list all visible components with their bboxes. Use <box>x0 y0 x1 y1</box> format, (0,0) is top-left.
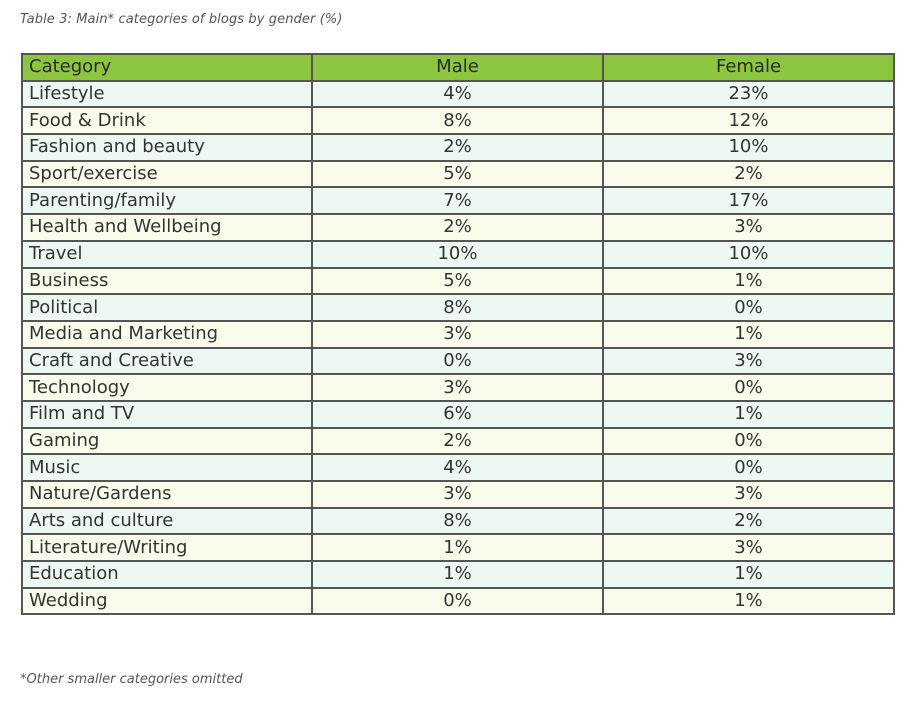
category-cell: Business <box>21 266 313 296</box>
male-cell: 0% <box>311 586 604 616</box>
male-cell: 3% <box>311 319 604 349</box>
category-cell: Nature/Gardens <box>21 480 313 509</box>
column-header-female: Female <box>602 53 895 82</box>
blog-categories-table: Category Male Female Lifestyle 4% 23% Food … <box>21 53 895 616</box>
female-cell: 1% <box>602 560 895 589</box>
column-header-category: Category <box>21 53 313 82</box>
table-row: Food & Drink 8% 12% <box>21 106 895 136</box>
table-header-row: Category Male Female <box>21 53 895 82</box>
male-cell: 8% <box>311 293 604 322</box>
category-cell: Food & Drink <box>21 106 313 136</box>
category-cell: Political <box>21 293 313 322</box>
category-cell: Parenting/family <box>21 186 313 216</box>
male-cell: 1% <box>311 560 604 589</box>
table-row: Health and Wellbeing 2% 3% <box>21 213 895 242</box>
category-cell: Wedding <box>21 586 313 616</box>
male-cell: 1% <box>311 533 604 563</box>
column-header-male: Male <box>311 53 604 82</box>
female-cell: 1% <box>602 586 895 616</box>
male-cell: 4% <box>311 79 604 109</box>
male-cell: 2% <box>311 426 604 456</box>
female-cell: 12% <box>602 106 895 136</box>
male-cell: 6% <box>311 399 604 429</box>
female-cell: 0% <box>602 426 895 456</box>
table-row: Craft and Creative 0% 3% <box>21 346 895 376</box>
female-cell: 23% <box>602 79 895 109</box>
female-cell: 2% <box>602 159 895 189</box>
table-row: Education 1% 1% <box>21 560 895 589</box>
female-cell: 1% <box>602 399 895 429</box>
category-cell: Sport/exercise <box>21 159 313 189</box>
table-row: Arts and culture 8% 2% <box>21 506 895 536</box>
category-cell: Technology <box>21 373 313 402</box>
category-cell: Music <box>21 453 313 482</box>
table-row: Literature/Writing 1% 3% <box>21 533 895 563</box>
table-row: Gaming 2% 0% <box>21 426 895 456</box>
table-row: Wedding 0% 1% <box>21 586 895 616</box>
female-cell: 1% <box>602 319 895 349</box>
female-cell: 0% <box>602 453 895 482</box>
table-body: Lifestyle 4% 23% Food & Drink 8% 12% Fashion a… <box>21 79 895 616</box>
table-row: Travel 10% 10% <box>21 239 895 269</box>
male-cell: 2% <box>311 213 604 242</box>
category-cell: Craft and Creative <box>21 346 313 376</box>
category-cell: Media and Marketing <box>21 319 313 349</box>
category-cell: Film and TV <box>21 399 313 429</box>
female-cell: 17% <box>602 186 895 216</box>
female-cell: 3% <box>602 480 895 509</box>
female-cell: 2% <box>602 506 895 536</box>
male-cell: 5% <box>311 266 604 296</box>
table-row: Lifestyle 4% 23% <box>21 79 895 109</box>
male-cell: 4% <box>311 453 604 482</box>
category-cell: Gaming <box>21 426 313 456</box>
female-cell: 10% <box>602 133 895 162</box>
table-footnote: *Other smaller categories omitted <box>20 672 243 687</box>
category-cell: Lifestyle <box>21 79 313 109</box>
table-row: Fashion and beauty 2% 10% <box>21 133 895 162</box>
table-caption: Table 3: Main* categories of blogs by ge… <box>20 12 343 27</box>
female-cell: 1% <box>602 266 895 296</box>
table-row: Sport/exercise 5% 2% <box>21 159 895 189</box>
male-cell: 7% <box>311 186 604 216</box>
female-cell: 3% <box>602 346 895 376</box>
table-row: Music 4% 0% <box>21 453 895 482</box>
male-cell: 3% <box>311 480 604 509</box>
category-cell: Arts and culture <box>21 506 313 536</box>
category-cell: Education <box>21 560 313 589</box>
male-cell: 0% <box>311 346 604 376</box>
table-row: Nature/Gardens 3% 3% <box>21 480 895 509</box>
female-cell: 3% <box>602 213 895 242</box>
category-cell: Health and Wellbeing <box>21 213 313 242</box>
table-row: Media and Marketing 3% 1% <box>21 319 895 349</box>
male-cell: 8% <box>311 106 604 136</box>
table-row: Business 5% 1% <box>21 266 895 296</box>
male-cell: 2% <box>311 133 604 162</box>
table-row: Parenting/family 7% 17% <box>21 186 895 216</box>
male-cell: 5% <box>311 159 604 189</box>
table-row: Technology 3% 0% <box>21 373 895 402</box>
category-cell: Travel <box>21 239 313 269</box>
table-row: Political 8% 0% <box>21 293 895 322</box>
female-cell: 0% <box>602 373 895 402</box>
category-cell: Literature/Writing <box>21 533 313 563</box>
category-cell: Fashion and beauty <box>21 133 313 162</box>
male-cell: 10% <box>311 239 604 269</box>
female-cell: 3% <box>602 533 895 563</box>
male-cell: 8% <box>311 506 604 536</box>
female-cell: 0% <box>602 293 895 322</box>
male-cell: 3% <box>311 373 604 402</box>
female-cell: 10% <box>602 239 895 269</box>
table-row: Film and TV 6% 1% <box>21 399 895 429</box>
